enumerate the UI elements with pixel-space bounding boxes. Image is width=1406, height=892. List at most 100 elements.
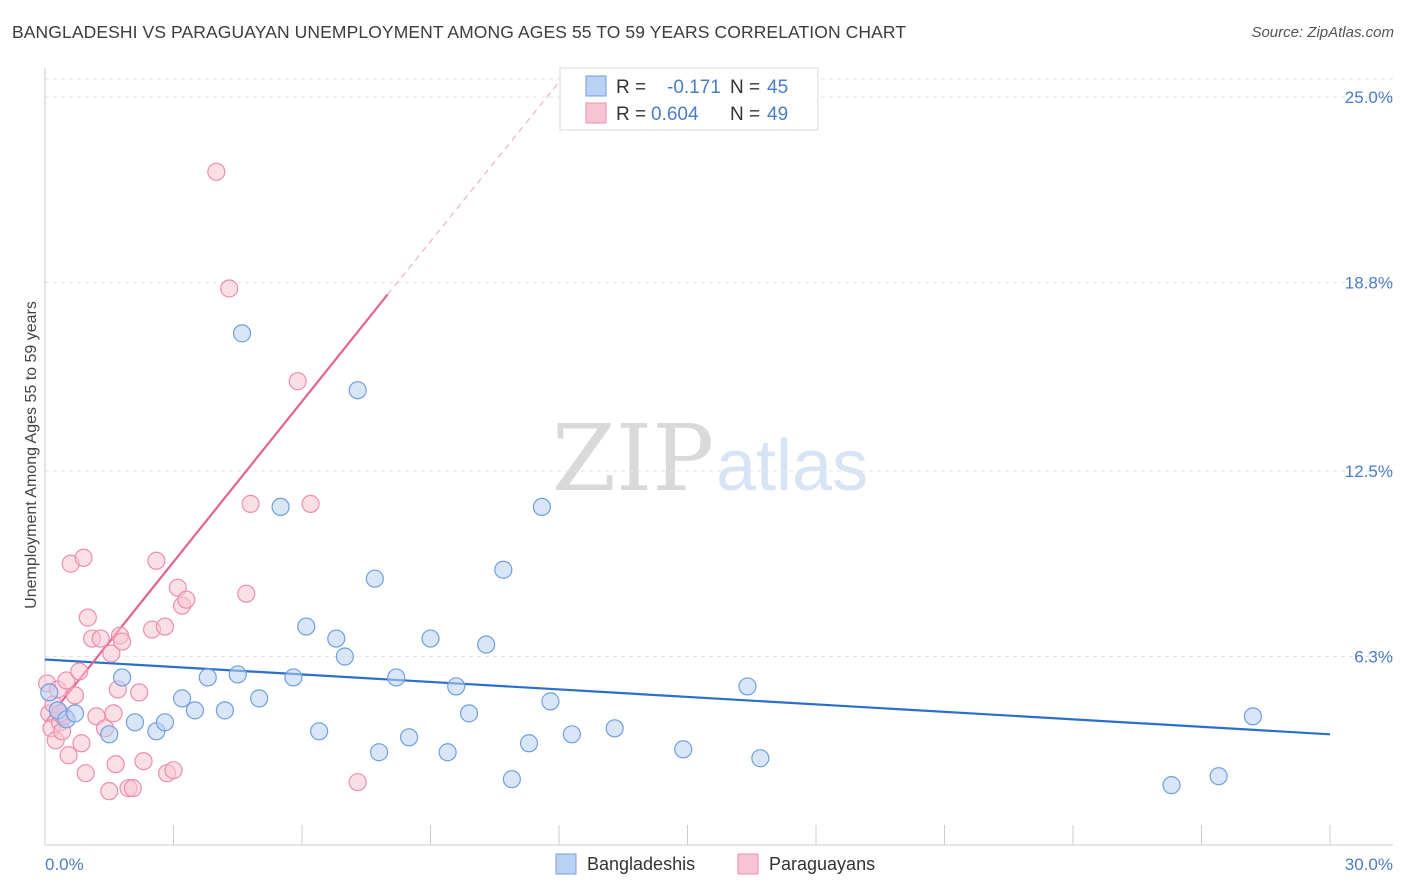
bangladeshis-point-19 xyxy=(310,722,329,741)
chart-title: BANGLADESHI VS PARAGUAYAN UNEMPLOYMENT A… xyxy=(12,22,907,42)
bangladeshis-point-34 xyxy=(519,734,539,753)
bangladeshis-point-9 xyxy=(172,689,192,708)
top-legend: R = -0.171 N = 45 R = 0.604 N = 49 xyxy=(559,67,819,131)
bangladeshis-point-33 xyxy=(502,770,521,789)
paraguayans-point-22 xyxy=(100,782,119,801)
paraguayans-point-45 xyxy=(288,372,307,391)
bangladeshis-point-36 xyxy=(541,692,560,711)
paraguayans-point-44 xyxy=(241,494,260,514)
paraguayans-point-23 xyxy=(102,644,121,663)
legend-n-label-blue: N = xyxy=(730,77,760,98)
bangladeshis-points xyxy=(40,324,1263,795)
paraguayans-point-34 xyxy=(147,551,166,570)
y-tick-label-1: 12.5% xyxy=(1345,462,1393,481)
paraguayans-point-17 xyxy=(78,608,97,627)
bangladeshis-point-27 xyxy=(421,629,440,648)
bangladeshis-point-22 xyxy=(348,381,367,400)
bangladeshis-point-0 xyxy=(40,683,59,702)
paraguayans-points xyxy=(38,162,367,801)
watermark-zip: ZIP xyxy=(552,405,714,512)
bangladeshis-point-29 xyxy=(447,677,466,696)
paraguayans-point-12 xyxy=(65,686,85,705)
paraguayans-point-30 xyxy=(123,779,142,798)
legend-n-value-blue: 45 xyxy=(767,77,788,98)
bangladeshis-point-38 xyxy=(605,719,624,738)
legend-r-value-pink: 0.604 xyxy=(651,104,699,125)
paraguayans-point-42 xyxy=(220,279,239,298)
legend-n-value-pink: 49 xyxy=(767,104,788,125)
bangladeshis-point-10 xyxy=(185,701,205,720)
bangladeshis-point-3 xyxy=(65,704,85,723)
x-tick-label-0: 0.0% xyxy=(45,855,84,874)
y-tick-label-3: 25.0% xyxy=(1345,88,1393,107)
bottom-legend-swatch-blue[interactable] xyxy=(555,853,577,875)
bangladeshis-point-42 xyxy=(1162,776,1181,795)
paraguayans-point-37 xyxy=(164,761,183,780)
bangladeshis-point-35 xyxy=(532,497,551,517)
paraguayans-point-46 xyxy=(301,494,320,514)
legend-r-label-blue: R = xyxy=(616,77,646,98)
bangladeshis-point-16 xyxy=(271,497,290,517)
paraguayans-point-28 xyxy=(112,632,132,651)
legend-swatch-pink xyxy=(585,102,607,124)
paraguayans-point-35 xyxy=(155,617,175,636)
x-tick-labels: 0.0% 30.0% xyxy=(45,855,1393,874)
bangladeshis-point-28 xyxy=(438,743,457,762)
bottom-legend-bangladeshis[interactable]: Bangladeshis xyxy=(587,854,695,874)
legend-r-value-blue: -0.171 xyxy=(667,77,721,98)
bottom-legend-paraguayans[interactable]: Paraguayans xyxy=(769,854,875,874)
bangladeshis-point-32 xyxy=(494,560,513,579)
paraguayans-trendline-extension xyxy=(387,81,560,295)
paraguayans-point-15 xyxy=(74,548,93,567)
paraguayans-point-9 xyxy=(57,671,76,690)
bottom-legend: Bangladeshis Paraguayans xyxy=(555,853,875,875)
bottom-legend-swatch-pink[interactable] xyxy=(737,853,759,875)
paraguayans-point-25 xyxy=(106,755,125,774)
bangladeshis-point-31 xyxy=(477,635,496,654)
bangladeshis-point-17 xyxy=(284,668,303,687)
paraguayans-point-24 xyxy=(104,704,123,723)
y-tick-label-2: 18.8% xyxy=(1345,274,1393,293)
legend-n-label-pink: N = xyxy=(730,104,760,125)
bangladeshis-point-26 xyxy=(399,728,419,747)
paraguayans-point-20 xyxy=(91,629,110,648)
paraguayans-point-10 xyxy=(59,746,78,765)
bangladeshis-point-43 xyxy=(1209,767,1228,786)
y-tick-label-0: 6.3% xyxy=(1354,648,1393,667)
bangladeshis-point-44 xyxy=(1243,707,1263,726)
paraguayans-point-43 xyxy=(237,584,256,603)
bangladeshis-point-41 xyxy=(751,749,770,768)
bangladeshis-point-37 xyxy=(562,725,581,744)
paraguayans-point-13 xyxy=(70,662,89,681)
paraguayans-point-40 xyxy=(177,590,196,609)
bangladeshis-point-12 xyxy=(215,701,234,720)
bangladeshis-point-5 xyxy=(112,668,132,687)
watermark: ZIP atlas xyxy=(552,405,868,512)
bangladeshis-point-13 xyxy=(228,665,247,684)
bangladeshis-point-15 xyxy=(250,689,269,708)
bangladeshis-point-40 xyxy=(738,677,757,696)
bangladeshis-trendline xyxy=(44,658,1331,736)
paraguayans-point-31 xyxy=(130,683,149,702)
bangladeshis-point-23 xyxy=(365,569,384,588)
bangladeshis-point-18 xyxy=(297,617,316,636)
bangladeshis-point-4 xyxy=(100,725,119,744)
bangladeshis-point-30 xyxy=(459,704,479,723)
bangladeshis-point-20 xyxy=(327,629,346,648)
trendlines xyxy=(44,81,1331,736)
bangladeshis-point-25 xyxy=(387,668,406,687)
y-tick-labels: 6.3% 12.5% 18.8% 25.0% xyxy=(1345,88,1393,667)
paraguayans-trendline xyxy=(44,293,389,724)
bangladeshis-point-14 xyxy=(232,324,252,343)
bangladeshis-point-11 xyxy=(198,668,217,687)
paraguayans-point-41 xyxy=(207,162,226,181)
y-axis-label: Unemployment Among Ages 55 to 59 years xyxy=(23,301,40,609)
bangladeshis-point-21 xyxy=(335,647,354,666)
x-tick-label-1: 30.0% xyxy=(1345,855,1393,874)
bangladeshis-point-39 xyxy=(674,740,693,759)
source-credit: Source: ZipAtlas.com xyxy=(1251,24,1394,41)
bangladeshis-point-24 xyxy=(370,743,389,762)
bangladeshis-point-6 xyxy=(125,713,145,732)
